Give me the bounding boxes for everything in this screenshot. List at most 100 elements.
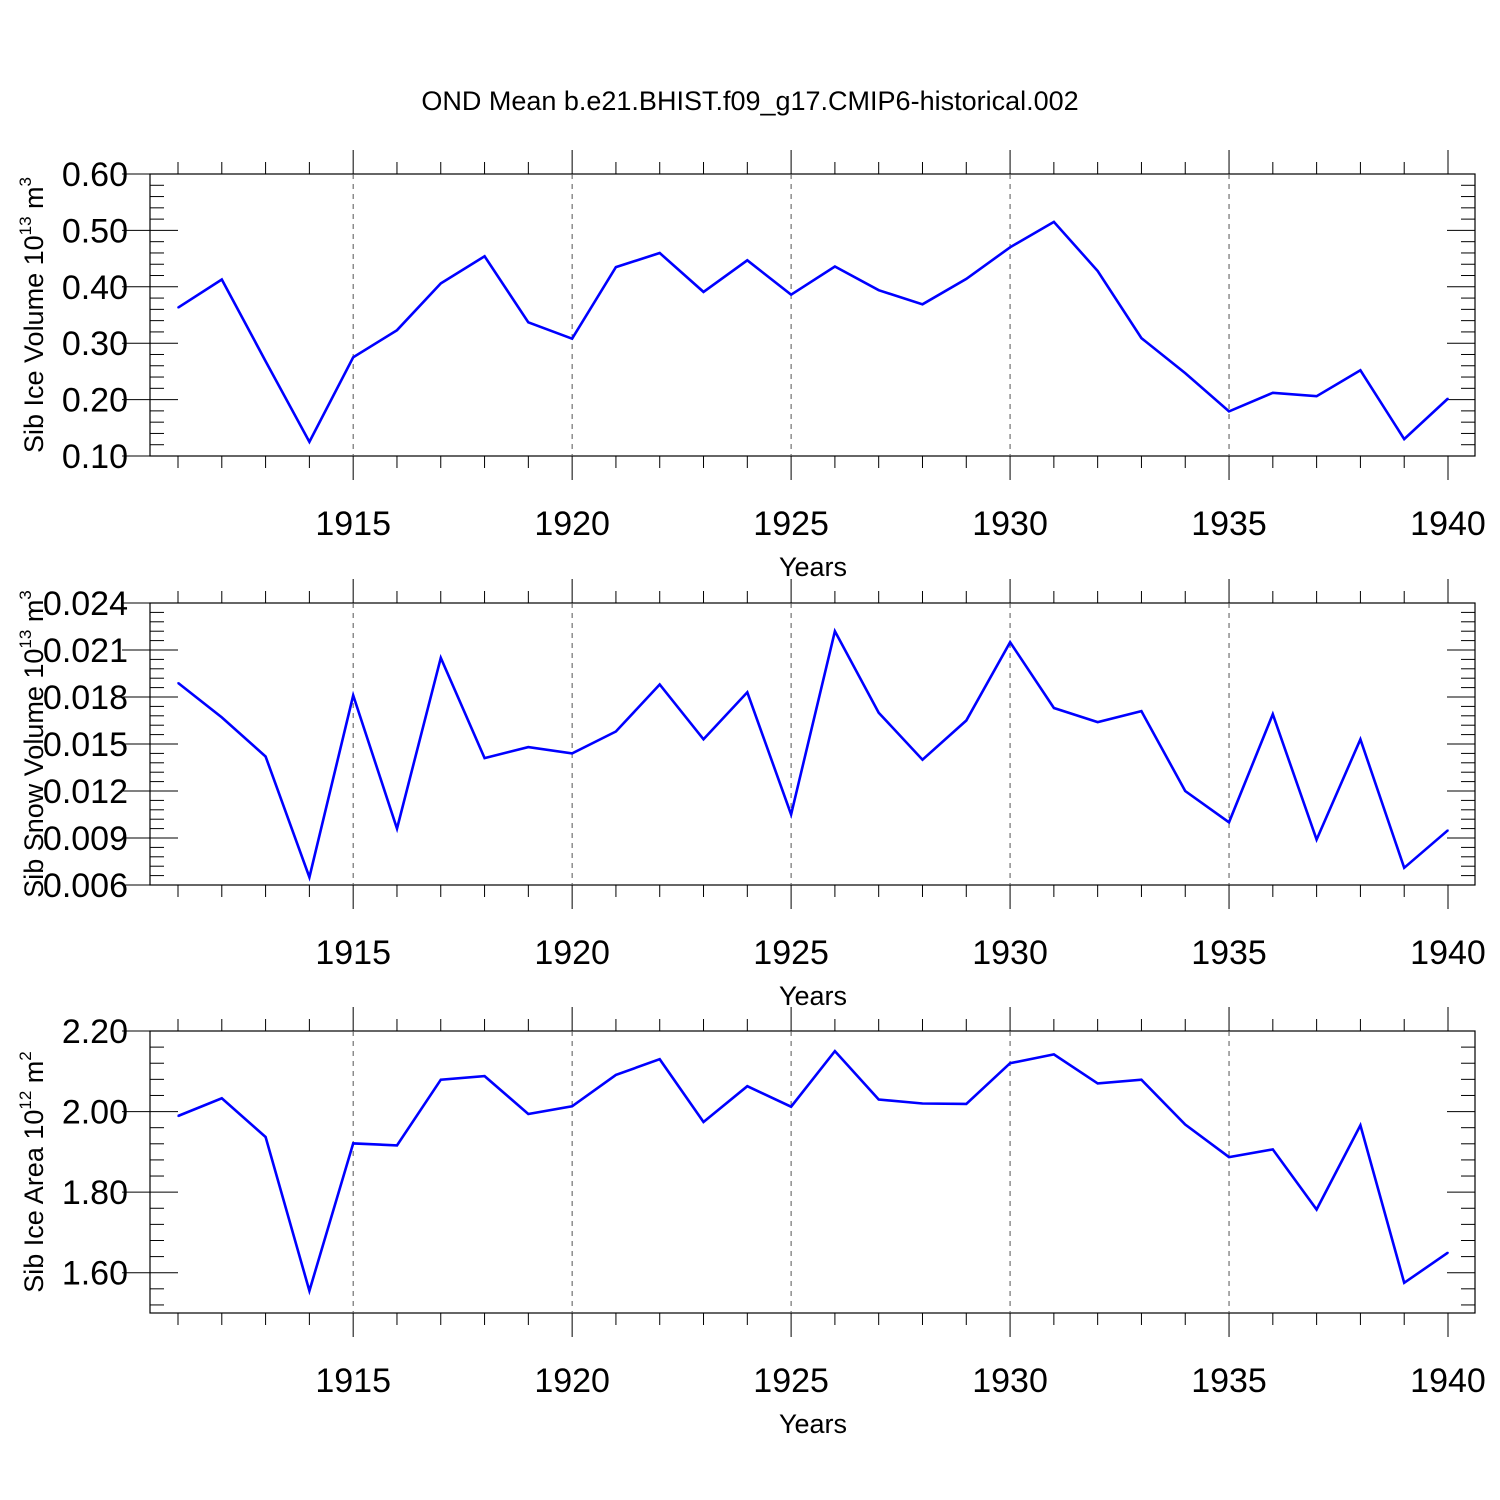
data-point (396, 827, 398, 830)
data-point (264, 360, 267, 363)
data-point (746, 259, 749, 262)
y-tick-label: 0.50 (62, 212, 128, 250)
y-axis-label: Sib Ice Volume 1013 m3 (16, 177, 49, 453)
data-point (1447, 829, 1449, 831)
data-point (1096, 270, 1099, 272)
x-tick-label: 1935 (1191, 1362, 1267, 1400)
data-point (702, 1121, 705, 1123)
x-tick-label: 1925 (753, 505, 829, 543)
y-tick-label: 0.012 (43, 773, 128, 811)
data-point (220, 1097, 223, 1100)
data-point (352, 356, 354, 359)
panel-3: 1915 1920 1925 1930 1935 1940 Years 1.60 1.80 2.0… (16, 1007, 1486, 1439)
x-tick-label: 1915 (315, 934, 391, 972)
data-point (877, 1098, 880, 1101)
x-tick-label: 1940 (1410, 934, 1486, 972)
y-tick-label: 0.006 (43, 867, 128, 905)
data-point (1184, 790, 1187, 792)
data-point (177, 306, 179, 309)
data-point (439, 1078, 442, 1081)
plot-frame (149, 1030, 1476, 1314)
data-point (352, 694, 354, 697)
plot-frame (149, 173, 1476, 457)
x-tick-label: 1930 (972, 505, 1048, 543)
data-point (483, 255, 486, 258)
y-tick-label: 0.021 (43, 632, 128, 670)
x-tick-label: 1920 (534, 934, 610, 972)
data-point (571, 337, 573, 340)
y-tick-label: 0.60 (62, 156, 128, 194)
data-point (746, 1085, 749, 1087)
x-axis-label: Years (779, 981, 847, 1011)
data-point (834, 265, 836, 268)
data-point (220, 716, 223, 719)
data-point (1228, 410, 1230, 413)
y-tick-label: 1.60 (62, 1255, 128, 1293)
data-point (1272, 392, 1274, 394)
x-tick-label: 1930 (972, 934, 1048, 972)
data-point (527, 746, 530, 748)
data-point (439, 657, 442, 659)
data-point (790, 1105, 792, 1108)
data-point (352, 1142, 354, 1145)
data-point (308, 876, 311, 878)
x-tick-label: 1930 (972, 1362, 1048, 1400)
data-point (396, 329, 398, 332)
data-point (1272, 713, 1274, 716)
data-point (921, 758, 924, 761)
panels: 1915 1920 1925 1930 1935 1940 Years 0.10 0.20 0.3… (16, 150, 1486, 1439)
data-point (1447, 1251, 1449, 1254)
y-tick-label: 2.20 (62, 1013, 128, 1051)
data-point (1359, 738, 1362, 741)
data-point (1053, 221, 1055, 223)
data-point (1184, 1123, 1187, 1126)
data-point (1403, 438, 1406, 440)
data-point (658, 252, 661, 254)
y-tick-label: 0.024 (43, 585, 128, 623)
x-tick-label: 1915 (315, 1362, 391, 1400)
data-point (308, 1290, 311, 1292)
data-point (877, 289, 880, 291)
data-point (527, 1113, 530, 1115)
data-point (1140, 337, 1143, 339)
data-point (308, 441, 311, 443)
data-point (571, 1105, 573, 1108)
x-tick-label: 1925 (753, 1362, 829, 1400)
data-point (177, 1115, 179, 1117)
y-tick-label: 0.009 (43, 820, 128, 858)
data-point (264, 1136, 267, 1138)
data-point (1359, 369, 1362, 372)
data-point (877, 711, 880, 714)
data-point (1184, 372, 1187, 374)
y-tick-label: 0.20 (62, 382, 128, 420)
y-tick-label: 0.015 (43, 726, 128, 764)
data-point (396, 1144, 398, 1147)
data-point (483, 1075, 486, 1077)
y-tick-label: 0.018 (43, 679, 128, 717)
y-tick-label: 1.80 (62, 1174, 128, 1212)
data-point (1140, 1078, 1143, 1081)
data-point (1009, 1062, 1011, 1065)
data-point (702, 738, 705, 741)
data-point (1315, 395, 1318, 398)
data-point (264, 755, 267, 758)
data-point (790, 813, 792, 816)
data-point (1053, 1053, 1055, 1056)
x-tick-label: 1940 (1410, 1362, 1486, 1400)
x-axis-label: Years (779, 552, 847, 582)
x-tick-label: 1915 (315, 505, 391, 543)
data-point (439, 282, 442, 285)
data-point (834, 1050, 836, 1052)
x-tick-label: 1935 (1191, 505, 1267, 543)
data-point (965, 278, 968, 280)
data-point (1403, 866, 1406, 869)
data-point (1096, 721, 1099, 723)
x-axis-label: Years (779, 1409, 847, 1439)
data-point (1096, 1082, 1099, 1085)
y-tick-label: 0.30 (62, 325, 128, 363)
series-line (177, 627, 1449, 882)
x-tick-label: 1925 (753, 934, 829, 972)
series-line (177, 1049, 1449, 1296)
panel-2: 1915 1920 1925 1930 1935 1940 Years 0.006 0.009 0… (16, 579, 1486, 1011)
